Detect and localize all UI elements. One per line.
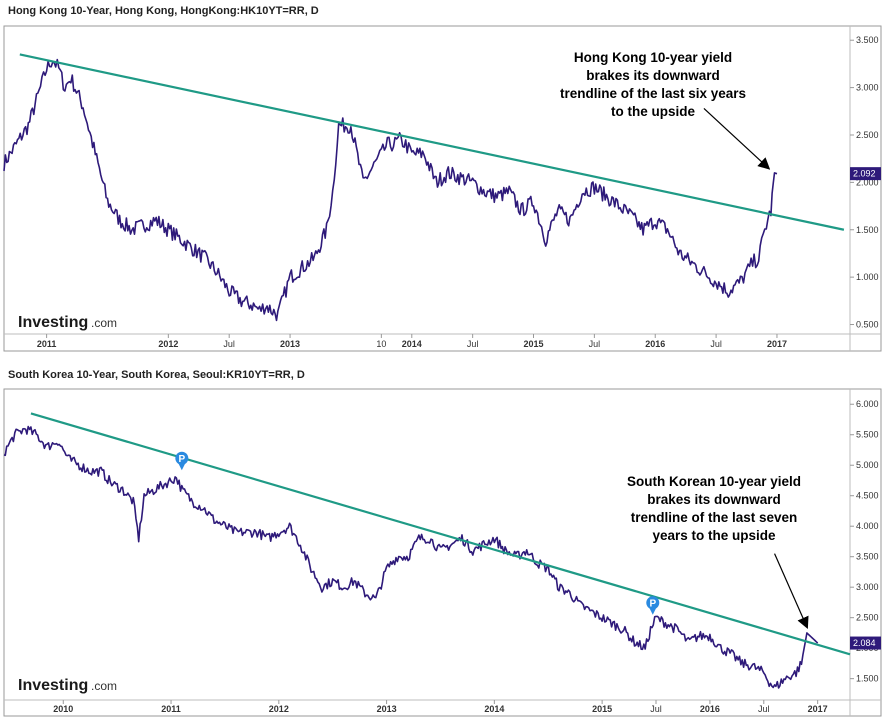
hong-kong-panel: Hong Kong 10-Year, Hong Kong, HongKong:H… (3, 5, 882, 352)
hk-y-tick-label: 1.000 (856, 272, 879, 282)
kr-series (3, 425, 819, 689)
kr-annotation-line-3: trendline of the last seven (631, 510, 798, 525)
hk-last-value-bg (850, 167, 881, 181)
kr-x-tick-label: 2014 (484, 704, 504, 714)
kr-y-tick-label: 4.000 (856, 521, 879, 531)
hk-investing-logo: Investing .com (18, 314, 117, 331)
kr-annotation: South Korean 10-year yield brakes its do… (627, 474, 809, 630)
hk-x-tick-label: Jul (710, 339, 722, 349)
hk-x-tick-label: 2012 (158, 339, 178, 349)
hk-x-tick-label: 2015 (523, 339, 543, 349)
kr-y-tick-label: 2.500 (856, 613, 879, 623)
kr-badge-circle (646, 596, 660, 610)
hk-y-tick-label: 3.000 (856, 83, 879, 93)
kr-badge-circle (175, 451, 189, 465)
kr-x-tick-label: Jul (650, 704, 662, 714)
kr-x-tick-label: 2017 (808, 704, 828, 714)
kr-y-tick-label: 6.000 (856, 399, 879, 409)
hk-plot-frame (3, 25, 882, 352)
kr-annotation-line-4: years to the upside (652, 528, 776, 543)
kr-last-value-text: 2.084 (853, 638, 876, 648)
kr-annotation-arrow (774, 553, 809, 630)
hk-y-tick-label: 3.500 (856, 35, 879, 45)
kr-last-value-label: 2.084 (850, 636, 881, 650)
kr-x-tick-label: 2010 (53, 704, 73, 714)
kr-badge-label: P (178, 454, 185, 465)
kr-plot-frame (3, 388, 882, 717)
hk-last-value-label: 2.092 (850, 167, 881, 181)
hk-last-value-text: 2.092 (853, 169, 876, 179)
kr-event-badge[interactable]: P (646, 596, 660, 615)
hk-x-tick-label: 10 (376, 339, 386, 349)
hk-series (3, 58, 778, 322)
kr-badges: PP (175, 451, 660, 615)
kr-annotation-line-2: brakes its downward (647, 492, 781, 507)
kr-trendline-group (30, 412, 851, 656)
kr-x-tick-label: 2015 (592, 704, 612, 714)
hk-x-tick-label: 2011 (37, 339, 57, 349)
hk-annotation-line-3: trendline of the last six years (560, 86, 746, 101)
south-korea-panel: South Korea 10-Year, South Korea, Seoul:… (3, 369, 882, 717)
hk-trendline (19, 53, 845, 231)
hk-x-tick-label: Jul (223, 339, 235, 349)
hk-x-ticks: 2011 2012 Jul 2013 10 2014 Jul 2015 Jul 2016 Jul 20… (37, 334, 787, 349)
kr-x-tick-label: 2016 (700, 704, 720, 714)
kr-x-tick-label: 2013 (377, 704, 397, 714)
hk-annotation-line-2: brakes its downward (586, 68, 720, 83)
hk-x-tick-label: 2016 (645, 339, 665, 349)
kr-logo-suffix: .com (91, 679, 117, 693)
kr-y-tick-label: 5.500 (856, 430, 879, 440)
kr-logo-text: Investing (18, 677, 88, 694)
kr-y-tick-label: 4.500 (856, 491, 879, 501)
hk-x-tick-label: Jul (589, 339, 601, 349)
kr-last-value-bg (850, 636, 881, 650)
kr-y-tick-label: 1.500 (856, 674, 879, 684)
kr-y-tick-label: 5.000 (856, 460, 879, 470)
hk-chart-title: Hong Kong 10-Year, Hong Kong, HongKong:H… (8, 5, 319, 17)
kr-chart-title: South Korea 10-Year, South Korea, Seoul:… (8, 369, 305, 381)
hk-x-tick-label: 2017 (767, 339, 787, 349)
hk-y-tick-label: 2.000 (856, 177, 879, 187)
hk-trendline-group (19, 53, 845, 231)
kr-y-tick-label: 3.500 (856, 552, 879, 562)
kr-yield-line (3, 425, 819, 689)
hk-y-tick-label: 2.500 (856, 130, 879, 140)
kr-x-ticks: 2010 2011 2012 2013 2014 2015 Jul 2016 Jul 2017 (53, 700, 828, 714)
hk-logo-suffix: .com (91, 316, 117, 330)
hk-y-tick-label: 0.500 (856, 320, 879, 330)
kr-event-badge[interactable]: P (175, 451, 189, 471)
kr-y-tick-label: 3.000 (856, 582, 879, 592)
hk-x-tick-label: Jul (467, 339, 479, 349)
kr-x-tick-label: 2011 (161, 704, 181, 714)
hk-y-ticks: 3.500 3.000 2.500 2.000 1.500 1.000 0.500 (850, 35, 879, 330)
hk-annotation-line-1: Hong Kong 10-year yield (574, 50, 732, 65)
hk-yield-line (3, 58, 778, 322)
hk-annotation-arrow (703, 108, 771, 170)
hk-annotation: Hong Kong 10-year yield brakes its downw… (560, 50, 771, 170)
kr-annotation-line-1: South Korean 10-year yield (627, 474, 801, 489)
hk-logo-text: Investing (18, 314, 88, 331)
hk-annotation-line-4: to the upside (611, 104, 695, 119)
hk-x-tick-label: 2013 (280, 339, 300, 349)
hk-x-tick-label: 2014 (402, 339, 422, 349)
kr-trendline (30, 412, 851, 656)
kr-investing-logo: Investing .com (18, 677, 117, 694)
kr-x-tick-label: 2012 (269, 704, 289, 714)
kr-x-tick-label: Jul (758, 704, 770, 714)
hk-y-tick-label: 1.500 (856, 225, 879, 235)
kr-badge-label: P (649, 598, 656, 609)
